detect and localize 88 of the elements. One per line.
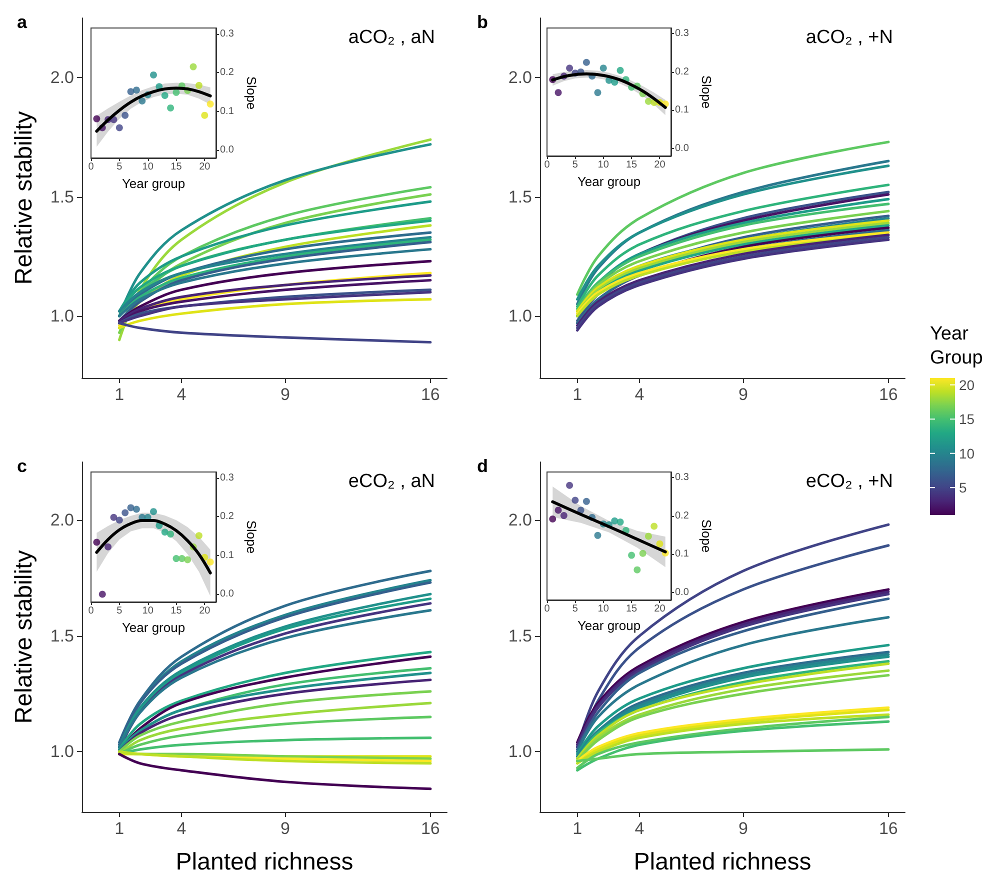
y-tick-label: 1.0 [508,742,532,762]
x-tick-label: 20 [654,160,666,170]
y-tick-label: 0.2 [220,67,234,78]
x-tick-label: 1 [572,385,582,404]
x-axis-title: Planted richness [634,848,812,876]
x-tick-label: 1 [114,819,124,838]
color-bar-label: 15 [959,411,975,428]
x-tick-label: 16 [420,819,440,838]
x-tick-label: 0 [544,160,550,170]
chart-title: d [477,456,488,476]
color-bar-title: Year Group [930,324,983,368]
x-tick-label: 20 [654,604,666,614]
y-tick-label: 1.5 [508,187,532,206]
x-tick-label: 16 [420,385,440,404]
x-tick-label: 4 [634,385,644,404]
x-tick-label: 4 [634,819,644,838]
x-tick-label: 20 [199,606,211,616]
x-tick-label: 0 [88,606,94,616]
x-tick-label: 16 [878,385,898,404]
chart-title: a [17,12,28,32]
chart-title: b [477,12,488,32]
x-axis-title: Planted richness [176,848,354,876]
x-tick-label: 15 [626,604,638,614]
x-tick-label: 20 [199,162,211,172]
x-tick-label: 9 [738,385,748,404]
x-tick-label: 10 [598,604,610,614]
x-tick-label: 0 [544,604,550,614]
x-tick-label: 16 [878,819,898,838]
y-axis-title: Slope [698,75,714,109]
x-tick-label: 4 [176,819,186,838]
x-tick-label: 5 [572,604,578,614]
y-tick-label: 0.1 [220,106,234,117]
y-axis-title: Slope [698,519,714,553]
x-axis-title: Year group [577,618,641,633]
y-tick-label: 0.1 [220,550,234,561]
x-tick-label: 1 [572,819,582,838]
x-axis-title: Year group [122,620,186,635]
y-tick-label: 0.0 [675,142,690,154]
x-tick-label: 15 [170,162,182,172]
x-tick-label: 15 [170,606,182,616]
x-axis-title: Year group [122,176,186,191]
x-tick-label: 15 [626,160,638,170]
annotation: eCO₂ , aN [348,471,436,492]
y-tick-label: 1.5 [50,626,74,646]
chart-title: c [17,456,28,476]
y-tick-label: 0.3 [220,472,234,484]
x-tick-label: 10 [142,606,154,616]
y-axis-title: Relative stability [10,111,38,285]
annotation: aCO₂ , aN [348,27,436,48]
y-tick-label: 0.3 [675,472,690,484]
y-tick-label: 1.5 [508,626,532,646]
y-tick-label: 1.5 [50,187,74,206]
color-bar-label: 10 [959,445,975,462]
y-tick-label: 1.0 [508,306,532,326]
x-tick-label: 5 [572,160,578,170]
y-tick-label: 2.0 [508,68,532,88]
y-tick-label: 0.0 [220,588,234,600]
y-tick-label: 0.0 [675,586,690,598]
y-tick-label: 0.2 [675,510,690,522]
y-tick-label: 0.3 [675,28,690,40]
y-tick-label: 0.2 [675,66,690,78]
y-axis-title: Slope [244,76,259,110]
y-tick-label: 2.0 [508,510,532,530]
annotation: aCO₂ , +N [806,27,894,48]
x-tick-label: 5 [116,606,123,616]
x-tick-label: 9 [738,819,748,838]
annotation: eCO₂ , +N [806,471,894,492]
x-tick-label: 4 [176,385,186,404]
x-tick-label: 9 [280,385,290,404]
color-bar-label: 5 [959,480,967,496]
y-tick-label: 0.1 [675,104,690,116]
x-tick-label: 0 [88,162,94,172]
x-tick-label: 9 [280,819,290,838]
y-axis-title: Slope [244,520,259,554]
y-tick-label: 1.0 [50,306,74,326]
y-tick-label: 0.1 [675,548,690,560]
x-tick-label: 10 [142,162,154,172]
y-tick-label: 0.3 [220,28,234,40]
x-tick-label: 10 [598,160,610,170]
y-tick-label: 0.2 [220,511,234,522]
y-tick-label: 2.0 [50,68,74,88]
y-tick-label: 2.0 [50,510,74,530]
x-tick-label: 5 [116,162,123,172]
x-axis-title: Year group [577,174,641,189]
y-axis-title: Relative stability [10,550,38,724]
y-tick-label: 1.0 [50,742,74,762]
x-tick-label: 1 [114,385,124,404]
y-tick-label: 0.0 [220,144,234,156]
